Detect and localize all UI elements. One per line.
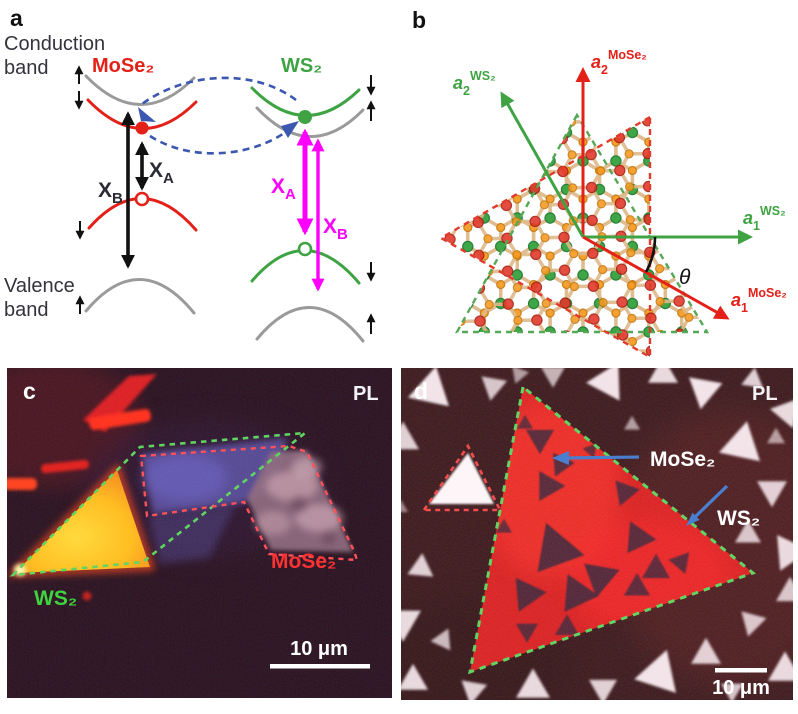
ws2-vb-gray [255,306,365,343]
mose2-xa-label: XA [149,159,174,187]
pl-label: PL [353,383,379,405]
a2-mose2-label: a2MoSe₂ [591,48,647,77]
ws2-annotation-label: WS₂ [717,507,760,530]
a1-mose2-label: a1MoSe₂ [731,286,787,315]
transfer-curve-top [141,76,297,106]
ws2-flake-outline [454,112,710,334]
panel-a-band-diagram: a Conduction band Valence band MoSe₂ WS₂… [4,5,376,343]
ws2-hole-circle [297,241,313,257]
scale-bar [715,668,767,673]
panel-b-lattice-diagram: b θ a2MoSe₂ a2WS₂ a1WS₂ a1MoSe₂ [412,7,787,360]
mose2-annotation-label: MoSe₂ [650,448,715,471]
mose2-pointer-arrow [563,455,640,460]
transfer-arrowhead-left [138,107,156,122]
scale-bar-text: 10 μm [290,638,348,660]
panel-a-letter: a [10,5,23,31]
ws2-label: WS₂ [281,55,322,77]
scale-bar-text: 10 μm [712,677,770,699]
mose2-xb-label: XB [98,179,123,207]
a2-ws2-label: a2WS₂ [453,69,496,98]
scale-bar [270,664,370,669]
twist-angle-arc [644,236,657,273]
panel-d-letter: d [414,378,428,404]
mose2-label: MoSe₂ [92,55,154,77]
ws2-pointer-arrow [693,484,729,519]
ws2-xb-label: XB [323,215,348,243]
a2-ws2-vector [500,91,585,238]
grain-overlay [401,368,793,700]
panel-b-letter: b [412,7,426,33]
a1-mose2-vector [582,235,730,320]
ws2-electron-dot [298,110,312,124]
a1-ws2-label: a1WS₂ [743,204,786,233]
mose2-electron-dot [135,121,149,135]
ws2-pointer-arrowhead [686,512,700,526]
mose2-vb-gray [84,278,196,315]
spin-arrows [74,65,376,334]
panel-c-letter: c [23,378,36,404]
panel-c-pl-image: c PL MoSe₂ WS₂ 10 μm [7,368,392,698]
theta-label: θ [679,266,691,289]
mose2-hole-circle [134,191,150,207]
conduction-band-label-line1: Conduction [4,33,105,55]
panel-d-pl-image: d PL MoSe₂ WS₂ 10 μm [401,368,793,700]
mose2-pointer-arrowhead [552,451,569,465]
mose2-region-label: MoSe₂ [271,550,336,573]
valence-band-label-line1: Valence [4,275,75,297]
conduction-band-label-line2: band [4,57,49,79]
mose2-cb-spin-down-gray [84,74,196,106]
transfer-curve-bottom [149,127,291,155]
charge-transfer-arrows [138,76,299,155]
ws2-xa-label: XA [271,175,296,203]
transfer-arrowhead-right [281,121,299,138]
valence-band-label-line2: band [4,299,49,321]
pl-label: PL [752,383,778,405]
ws2-region-label: WS₂ [34,587,77,610]
grain-overlay [7,368,392,698]
